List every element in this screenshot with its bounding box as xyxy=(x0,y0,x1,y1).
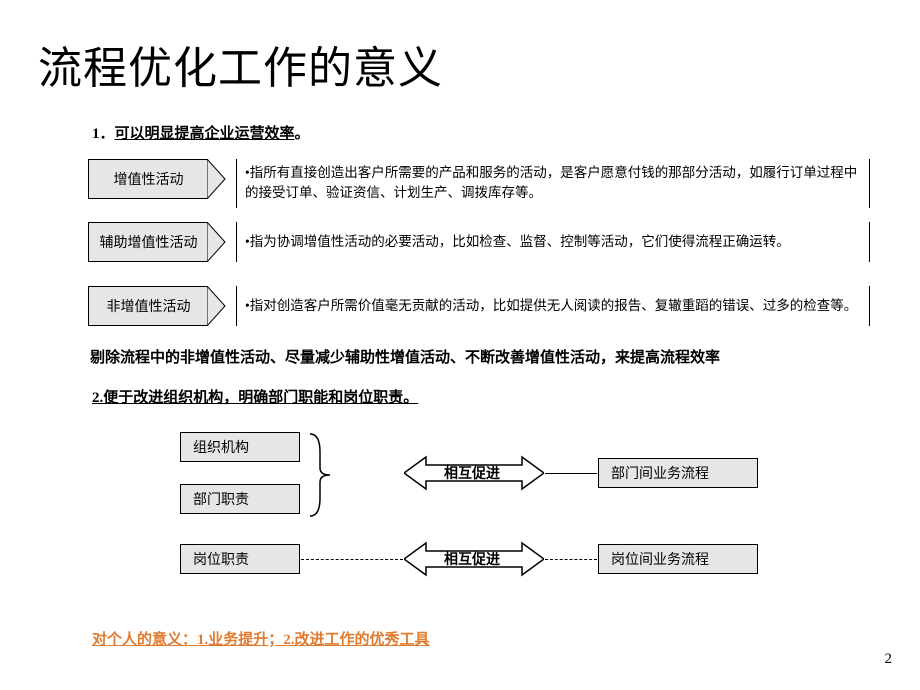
diagram-2: 组织机构 部门职责 岗位职责 相互促进 相互促进 部门间业务流程 岗位间业务流程 xyxy=(160,432,840,602)
activity-row-1: 增值性活动 •指所有直接创造出客户所需要的产品和服务的活动，是客户愿意付钱的那部… xyxy=(88,159,870,208)
arrow-label-1: 相互促进 xyxy=(426,458,518,488)
slide-title: 流程优化工作的意义 xyxy=(38,32,443,96)
brace-icon xyxy=(306,430,336,520)
activity-desc-1: •指所有直接创造出客户所需要的产品和服务的活动，是客户愿意付钱的那部分活动，如履… xyxy=(236,159,870,208)
box-flow-dept: 部门间业务流程 xyxy=(598,458,758,488)
arrow-label-2: 相互促进 xyxy=(426,544,518,574)
summary-text: 剔除流程中的非增值性活动、尽量减少辅助性增值活动、不断改善增值性活动，来提高流程… xyxy=(90,346,720,367)
box-flow-post: 岗位间业务流程 xyxy=(598,544,758,574)
point-1-prefix: 1． xyxy=(92,126,115,142)
activity-desc-3: •指对创造客户所需价值毫无贡献的活动，比如提供无人阅读的报告、复辙重蹈的错误、过… xyxy=(236,286,870,326)
box-org: 组织机构 xyxy=(180,432,300,462)
box-dept: 部门职责 xyxy=(180,484,300,514)
point-1-underline: 可以明显提高企业运营效率 xyxy=(115,126,295,142)
footer-note: 对个人的意义：1.业务提升；2.改进工作的优秀工具 xyxy=(92,628,430,649)
page-number: 2 xyxy=(885,651,893,668)
activity-row-3: 非增值性活动 •指对创造客户所需价值毫无贡献的活动，比如提供无人阅读的报告、复辙… xyxy=(88,286,870,326)
chevron-icon xyxy=(208,286,226,326)
activity-label-2: 辅助增值性活动 xyxy=(88,222,208,262)
chevron-icon xyxy=(208,159,226,199)
chevron-icon xyxy=(208,222,226,262)
box-post: 岗位职责 xyxy=(180,544,300,574)
activity-row-2: 辅助增值性活动 •指为协调增值性活动的必要活动，比如检查、监督、控制等活动，它们… xyxy=(88,222,870,262)
point-1-suffix: 。 xyxy=(295,126,310,142)
point-1: 1．可以明显提高企业运营效率。 xyxy=(92,122,310,143)
connector-line xyxy=(545,473,597,474)
activity-label-1: 增值性活动 xyxy=(88,159,208,199)
connector-dash xyxy=(545,559,597,560)
connector-dash xyxy=(301,559,403,560)
point-2: 2.便于改进组织机构，明确部门职能和岗位职责。 xyxy=(92,386,418,407)
activity-desc-2: •指为协调增值性活动的必要活动，比如检查、监督、控制等活动，它们使得流程正确运转… xyxy=(236,222,870,262)
activity-label-3: 非增值性活动 xyxy=(88,286,208,326)
